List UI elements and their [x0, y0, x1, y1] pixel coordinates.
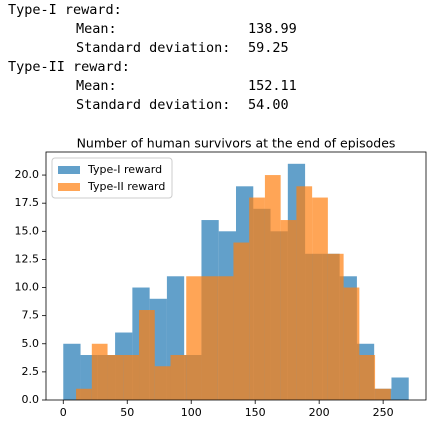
hist-bar [249, 197, 265, 400]
stat-label: Standard deviation: [76, 97, 230, 113]
stat-label: Mean: [76, 21, 117, 37]
hist-bar [170, 355, 187, 400]
y-tick-label: 7.5 [22, 309, 40, 322]
y-tick-label: 10.0 [15, 281, 40, 294]
plot-frame [45, 151, 427, 401]
x-tick-label: 200 [309, 406, 330, 419]
hist-bar [123, 355, 140, 400]
hist-bar [327, 253, 344, 400]
y-tick-label: 0.0 [22, 393, 40, 406]
stat-value: 54.00 [248, 97, 289, 113]
hist-bar [280, 220, 297, 400]
hist-bar [391, 377, 409, 400]
hist-bar [343, 287, 360, 400]
hist-bar [139, 310, 155, 400]
hist-bar [375, 388, 391, 400]
legend-box [51, 157, 173, 199]
y-tick-label: 15.0 [15, 224, 40, 237]
hist-bar [76, 388, 92, 400]
hist-bar [201, 276, 218, 400]
x-tick-label: 150 [245, 406, 266, 419]
output-heading: Type-II reward: [8, 59, 130, 75]
output-heading: Type-I reward: [8, 2, 122, 18]
legend-label: Type-I reward [87, 163, 162, 176]
x-tick-label: 0 [60, 406, 67, 419]
hist-bar [63, 343, 81, 400]
chart-title: Number of human survivors at the end of … [77, 136, 396, 151]
hist-bar [91, 343, 108, 400]
stat-value: 59.25 [248, 40, 289, 56]
stat-value: 138.99 [248, 21, 297, 37]
stat-label: Standard deviation: [76, 40, 230, 56]
legend-swatch [58, 166, 80, 174]
hist-bar [264, 175, 281, 400]
stat-label: Mean: [76, 78, 117, 94]
x-tick-label: 50 [120, 406, 134, 419]
y-tick-label: 20.0 [15, 168, 40, 181]
hist-bar [186, 276, 202, 400]
hist-bar [296, 186, 313, 400]
x-tick-label: 100 [181, 406, 202, 419]
hist-bar [312, 197, 328, 400]
hist-bar [217, 276, 234, 400]
x-tick-label: 250 [373, 406, 394, 419]
hist-bar [359, 355, 376, 400]
y-tick-label: 12.5 [15, 252, 40, 265]
hist-bar [233, 242, 250, 400]
legend-swatch [58, 183, 80, 191]
hist-bar [154, 366, 171, 400]
y-tick-label: 5.0 [22, 337, 40, 350]
y-tick-label: 2.5 [22, 365, 40, 378]
legend-label: Type-II reward [87, 180, 165, 193]
y-tick-label: 17.5 [15, 196, 40, 209]
stat-value: 152.11 [248, 78, 297, 94]
hist-bar [107, 355, 124, 400]
